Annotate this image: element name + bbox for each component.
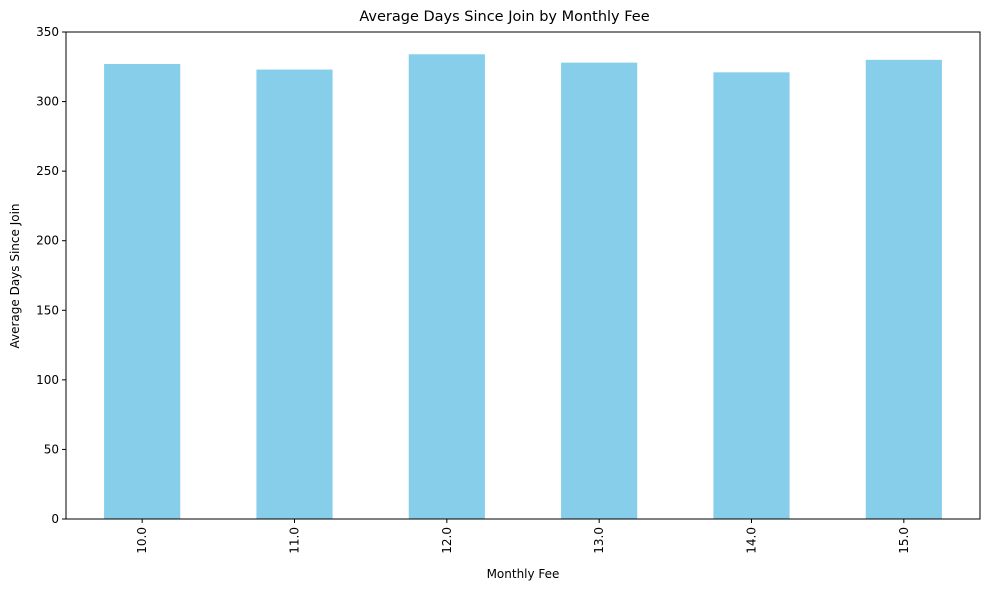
bars [104, 54, 942, 520]
x-tick-label: 11.0 [288, 527, 302, 554]
x-tick-label: 14.0 [745, 527, 759, 554]
x-tick-label: 13.0 [592, 527, 606, 554]
y-axis-ticks: 0 50 100 150 200 250 300 350 [36, 25, 66, 526]
y-tick-label: 0 [51, 512, 59, 526]
bar [256, 69, 333, 519]
bar [408, 54, 485, 520]
bar [104, 64, 181, 519]
y-tick-label: 250 [36, 164, 59, 178]
x-tick-label: 10.0 [135, 527, 149, 554]
bar [561, 62, 638, 520]
y-axis-label: Average Days Since Join [8, 203, 22, 348]
chart-title: Average Days Since Join by Monthly Fee [359, 9, 649, 25]
y-tick-label: 200 [36, 234, 59, 248]
y-tick-label: 350 [36, 25, 59, 39]
x-tick-label: 15.0 [897, 527, 911, 554]
bar [713, 72, 790, 519]
plot-frame [65, 31, 981, 520]
x-tick-label: 12.0 [440, 527, 454, 554]
y-tick-label: 300 [36, 95, 59, 109]
y-tick-label: 150 [36, 303, 59, 317]
bar [865, 59, 942, 519]
y-tick-label: 50 [44, 442, 59, 456]
x-axis-ticks: 10.0 11.0 12.0 13.0 14.0 15.0 [135, 519, 911, 554]
x-axis-label: Monthly Fee [487, 567, 560, 581]
y-tick-label: 100 [36, 373, 59, 387]
